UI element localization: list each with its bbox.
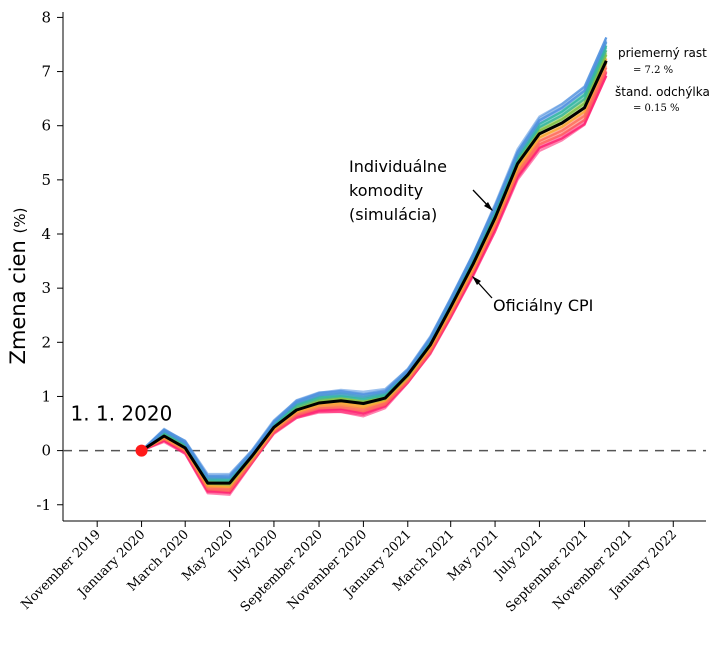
simulation-line: [140, 49, 608, 485]
y-tick-label: 4: [41, 225, 51, 243]
y-axis-ticks: -1 0 1 2 3 4 5 6 7 8: [36, 8, 63, 514]
x-tick-label: September 2021: [503, 527, 591, 615]
x-tick-label: November 2019: [18, 527, 104, 613]
simulation-line: [141, 71, 608, 494]
y-axis-label-unit: (%): [11, 208, 29, 234]
growth-value: = 7.2 %: [633, 65, 673, 76]
start-point-label: 1. 1. 2020: [71, 402, 173, 426]
std-label: štand. odchýlka: [615, 85, 710, 99]
y-tick-label: -1: [36, 496, 51, 514]
start-point-marker: [135, 444, 148, 457]
simulation-line: [141, 75, 608, 496]
y-tick-label: 6: [41, 117, 51, 135]
simulation-annotation-line-2: komodity: [349, 181, 423, 200]
simulation-band: [140, 36, 608, 496]
y-tick-label: 0: [41, 442, 51, 460]
simulation-line: [140, 49, 608, 482]
simulation-line: [140, 36, 608, 478]
stats-box: priemerný rast = 7.2 % štand. odchýlka =…: [615, 46, 710, 114]
simulation-line: [140, 45, 608, 482]
x-tick-label: November 2020: [285, 527, 371, 613]
simulation-line: [140, 45, 608, 480]
y-tick-label: 5: [41, 171, 51, 189]
simulation-line: [140, 36, 608, 476]
simulation-line: [140, 41, 608, 480]
cpi-annotation: Oficiálny CPI: [472, 276, 593, 315]
cpi-annotation-arrowhead: [472, 276, 481, 285]
cpi-annotation-label: Oficiálny CPI: [493, 296, 593, 315]
y-tick-label: 1: [41, 387, 51, 405]
simulation-line: [140, 52, 608, 484]
y-tick-label: 8: [41, 8, 51, 26]
std-value: = 0.15 %: [633, 103, 680, 114]
cpi-series-line: [140, 60, 608, 485]
simulation-annotation-arrowhead: [484, 202, 493, 211]
x-tick-label: September 2020: [238, 527, 326, 615]
y-tick-label: 2: [41, 333, 51, 351]
simulation-line: [140, 49, 608, 483]
simulation-line: [140, 42, 608, 481]
y-tick-label: 7: [41, 63, 51, 81]
simulation-annotation-line-1: Individuálne: [349, 157, 447, 176]
y-tick-label: 3: [41, 279, 51, 297]
x-tick-label: November 2021: [550, 527, 636, 613]
simulation-line: [140, 58, 608, 488]
plot-frame: [62, 12, 706, 522]
simulation-line: [141, 62, 608, 490]
simulation-line: [140, 47, 608, 483]
simulation-annotation-line-3: (simulácia): [349, 205, 437, 224]
y-axis-label-text: Zmena cien: [6, 240, 30, 364]
growth-label: priemerný rast: [618, 46, 707, 60]
simulation-annotation: Individuálne komodity (simulácia): [349, 157, 493, 224]
y-axis-label: Zmena cien (%): [6, 208, 30, 365]
